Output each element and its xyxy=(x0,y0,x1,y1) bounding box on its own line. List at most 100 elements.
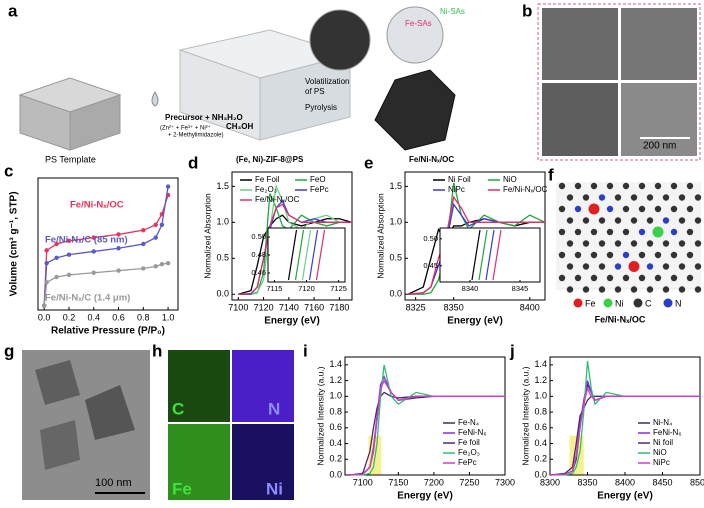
data-point xyxy=(66,252,72,257)
legend-label: Fe₂O₃ xyxy=(255,185,277,194)
legend-label: NiPc xyxy=(448,185,465,194)
series-line xyxy=(407,195,545,295)
atom xyxy=(574,228,582,236)
y-axis-label: Normalized Absorption xyxy=(202,193,212,279)
schematic-text: Volatilization xyxy=(305,77,349,86)
atom xyxy=(662,194,670,201)
y-tick-label: 1.0 xyxy=(216,217,229,227)
atom xyxy=(678,194,686,201)
inset-x-tick-label: 8345 xyxy=(512,284,529,293)
chart-title: (Fe, Ni)-ZIF-8@PS xyxy=(236,155,304,164)
x-tick-label: 8325 xyxy=(406,302,426,312)
atom xyxy=(646,263,654,270)
atom xyxy=(694,240,702,247)
y-tick-label: 1.4 xyxy=(329,359,342,369)
legend-label: Ni xyxy=(615,298,624,308)
inset-x-tick-label: 7125 xyxy=(330,284,347,293)
data-point xyxy=(141,266,146,271)
data-point xyxy=(91,270,96,275)
schematic-text: Precursor + NH₃H₂O xyxy=(165,113,243,122)
atom xyxy=(558,228,566,236)
inset-y-tick-label: 0.50 xyxy=(423,234,438,243)
atom xyxy=(598,194,606,201)
legend-label: N xyxy=(675,298,682,308)
data-point xyxy=(41,303,47,308)
data-point xyxy=(91,235,96,240)
y-tick-label: 1.5 xyxy=(389,181,402,191)
atom xyxy=(606,251,614,259)
series-label: Fe/Ni-Nₓ/OC xyxy=(70,200,124,211)
inset-curve xyxy=(287,229,298,281)
atom xyxy=(590,251,598,259)
zoom-circle xyxy=(309,9,371,71)
structure-background xyxy=(556,182,701,290)
structure: Fe/Ni-Nₓ/OC Fe Ni C N xyxy=(556,182,702,324)
atom xyxy=(630,240,638,247)
data-point xyxy=(44,280,49,285)
panel-label: h xyxy=(152,341,162,360)
schematic-text: (Zn²⁺ + Fe³⁺ + Ni²⁺ xyxy=(160,125,211,132)
atom xyxy=(694,286,702,293)
plot-frame xyxy=(37,177,179,311)
atom xyxy=(582,194,590,201)
data-point xyxy=(44,260,49,266)
atom xyxy=(558,205,566,213)
inset-y-tick-label: 0.50 xyxy=(251,232,266,241)
atom xyxy=(628,261,640,272)
panel-label: e xyxy=(364,153,373,172)
y-tick-label: 1.0 xyxy=(389,217,402,227)
y-tick-label: 0.8 xyxy=(534,406,547,416)
y-tick-label: 1.2 xyxy=(329,375,342,385)
legend-label: C xyxy=(645,298,652,308)
atom xyxy=(678,286,686,293)
legend-label: Fe xyxy=(585,298,596,308)
zoom-circle xyxy=(386,6,444,64)
atom xyxy=(614,286,622,293)
panel-label: f xyxy=(548,165,554,184)
x-tick-label: 8400 xyxy=(615,477,635,487)
data-point xyxy=(54,241,59,247)
atom xyxy=(566,194,574,201)
legend-label: NiPc xyxy=(653,458,670,467)
series-line xyxy=(238,193,352,295)
atom xyxy=(654,251,662,259)
plot-frame xyxy=(404,171,546,301)
inset-y-tick-label: 0.48 xyxy=(251,250,266,259)
data-point xyxy=(165,260,171,266)
series-line xyxy=(549,386,700,476)
atom xyxy=(574,182,582,190)
legend-label: FePc xyxy=(458,458,477,467)
atom xyxy=(566,286,574,293)
scale-label: 100 nm xyxy=(95,477,132,489)
y-tick-label: 0.6 xyxy=(534,422,547,432)
x-axis-label: Energy (eV) xyxy=(264,316,320,327)
atom xyxy=(582,286,590,293)
y-tick-label: 0.8 xyxy=(329,406,342,416)
panel-label: i xyxy=(303,341,308,360)
series-line xyxy=(43,194,169,306)
inset-curve xyxy=(294,229,305,281)
legend-label: Ni-N₄ xyxy=(653,418,672,427)
plot-frame xyxy=(231,171,353,301)
chart: 8325 8350 8400 0.0 0.5 1.0 1.5 Energy (eV) Norma… xyxy=(375,155,547,327)
y-tick-label: 0.0 xyxy=(534,469,547,479)
x-tick-label: 7100 xyxy=(228,302,248,312)
atom xyxy=(638,205,646,213)
legend-label: FeO xyxy=(310,175,326,184)
schematic-text: PS Template xyxy=(45,154,96,164)
atom xyxy=(614,194,622,201)
scale-label: 200 nm xyxy=(643,141,676,152)
sem-image xyxy=(621,83,697,156)
structure-caption: Fe/Ni-Nₓ/OC xyxy=(595,314,646,324)
atom xyxy=(678,240,686,247)
y-tick-label: 0.2 xyxy=(329,454,342,464)
atom xyxy=(598,263,606,270)
atom xyxy=(686,251,694,259)
atom xyxy=(582,263,590,270)
atom xyxy=(686,228,694,236)
atom xyxy=(574,251,582,259)
atom xyxy=(614,263,622,270)
atom xyxy=(606,182,614,190)
x-tick-label: 0.2 xyxy=(63,312,76,322)
atom xyxy=(622,274,630,282)
